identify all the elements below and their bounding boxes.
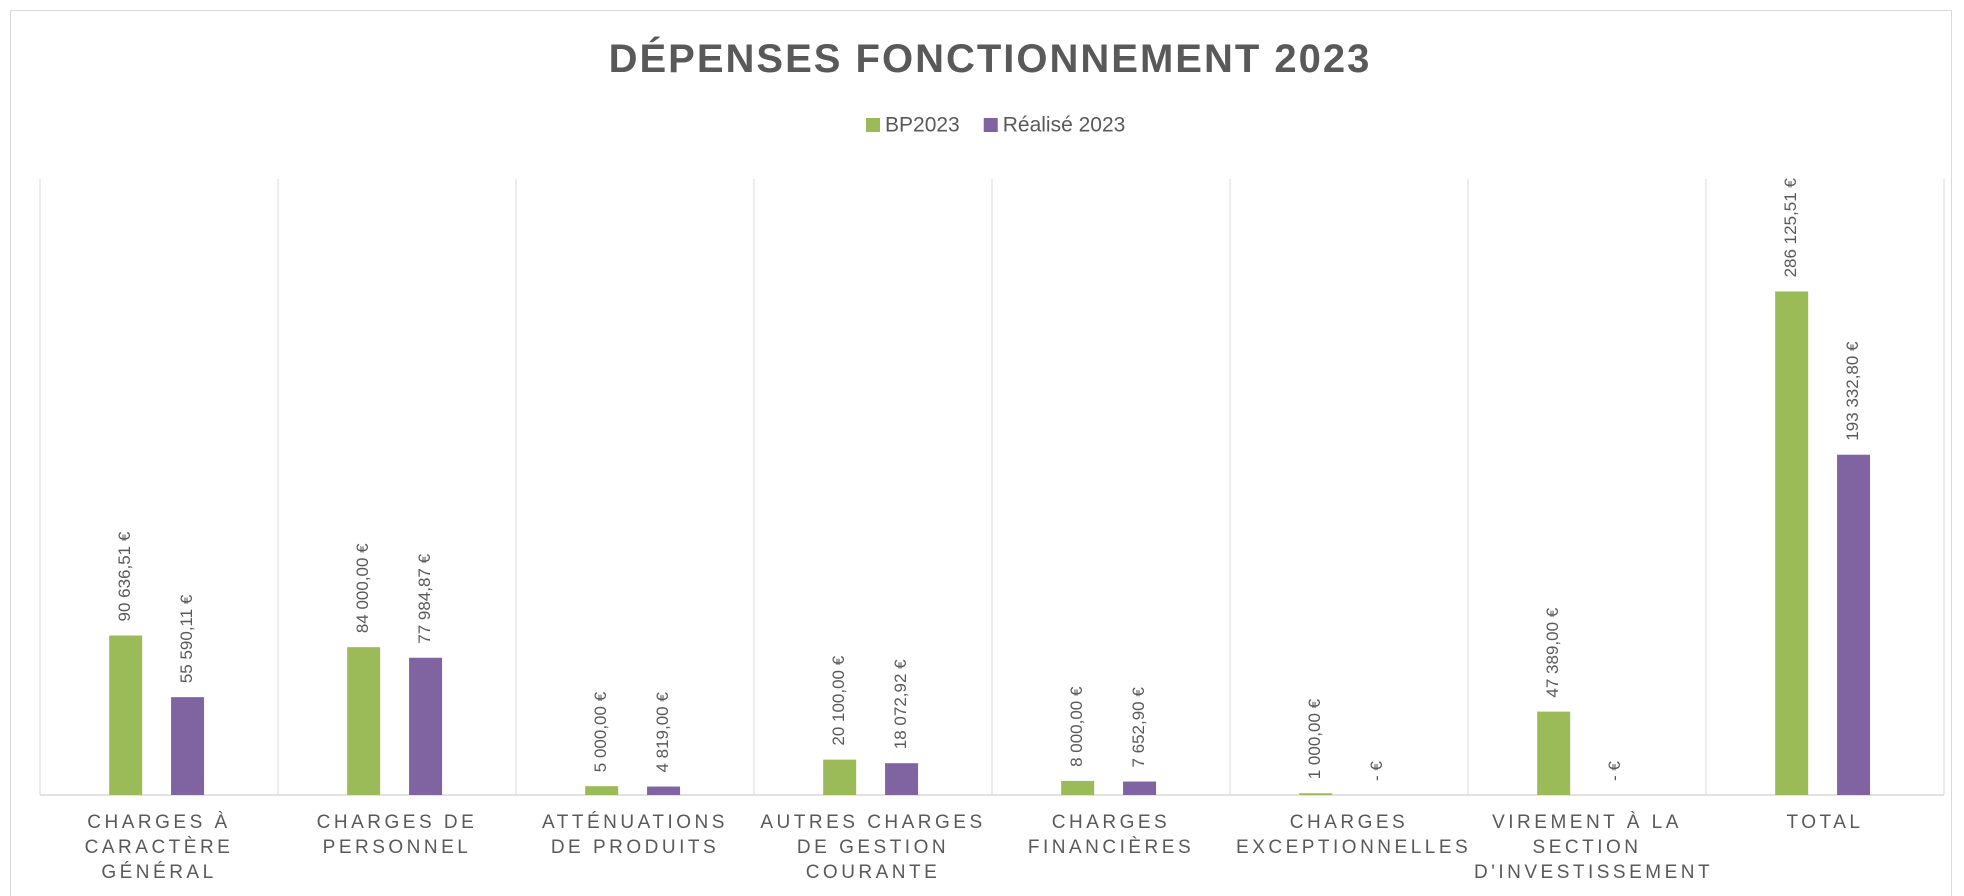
chart-frame [10, 10, 1952, 896]
value-label: 47 389,00 € [1543, 607, 1562, 697]
bar [647, 786, 681, 795]
bar [1537, 711, 1571, 795]
x-tick-label: VIREMENT À LA SECTION D'INVESTISSEMENT [1474, 812, 1714, 883]
value-label: - € [1367, 761, 1386, 781]
value-label: 193 332,80 € [1843, 341, 1862, 441]
bar [1775, 291, 1809, 795]
bar [1061, 780, 1095, 795]
legend-swatch [866, 118, 880, 132]
chart-title: DÉPENSES FONCTIONNEMENT 2023 [609, 36, 1372, 81]
x-tick-label: CHARGES À CARACTÈRE GÉNÉRAL [84, 812, 234, 883]
bar [1299, 793, 1333, 795]
value-label: 20 100,00 € [829, 655, 848, 745]
legend: BP2023 Réalisé 2023 [866, 114, 1125, 137]
x-tick-label: CHARGES DE PERSONNEL [316, 812, 478, 858]
x-tick-label: TOTAL [1786, 812, 1864, 833]
value-label: 77 984,87 € [415, 553, 434, 643]
x-tick-label: AUTRES CHARGES DE GESTION COURANTE [760, 812, 986, 883]
value-label: 8 000,00 € [1067, 686, 1086, 767]
bar [409, 657, 443, 795]
bar [171, 697, 205, 795]
value-label: - € [1605, 761, 1624, 781]
value-label: 7 652,90 € [1129, 687, 1148, 768]
x-tick-label: CHARGES EXCEPTIONNELLES [1236, 812, 1472, 858]
bar [1123, 781, 1157, 795]
bar [885, 763, 919, 795]
bar [823, 759, 857, 795]
value-label: 84 000,00 € [353, 543, 372, 633]
value-label: 1 000,00 € [1305, 698, 1324, 779]
legend-swatch [983, 118, 998, 132]
value-label: 18 072,92 € [891, 659, 910, 749]
value-label: 55 590,11 € [177, 594, 196, 683]
value-label: 4 819,00 € [653, 692, 672, 773]
x-tick-label: ATTÉNUATIONS DE PRODUITS [542, 812, 728, 858]
legend-label: BP2023 [885, 114, 960, 137]
x-tick-label: CHARGES FINANCIÈRES [1027, 812, 1195, 858]
legend-label: Réalisé 2023 [1003, 114, 1126, 137]
value-label: 286 125,51 € [1781, 178, 1800, 278]
bar [1837, 454, 1871, 795]
value-label: 90 636,51 € [115, 531, 134, 621]
bar [347, 647, 381, 795]
value-label: 5 000,00 € [591, 691, 610, 772]
bar [109, 635, 143, 795]
bar [585, 786, 619, 795]
